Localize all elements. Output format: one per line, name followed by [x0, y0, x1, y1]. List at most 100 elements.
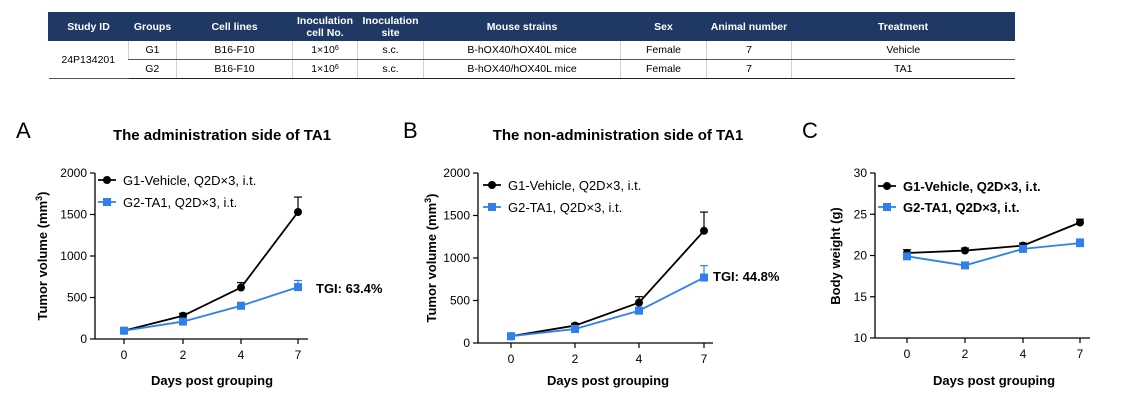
legend-label: G2-TA1, Q2D×3, i.t.	[123, 195, 237, 210]
y-tick-label: 2000	[443, 166, 470, 180]
table-header-row: Study ID Groups Cell lines Inoculation c…	[48, 12, 1015, 41]
y-tick-label: 1000	[60, 249, 87, 263]
data-point	[961, 246, 969, 255]
header-inoculation-site: Inoculation site	[357, 12, 424, 41]
legend-label: G1-Vehicle, Q2D×3, i.t.	[123, 173, 256, 188]
legend-marker	[883, 182, 891, 190]
sex-cell: Female	[620, 59, 707, 79]
data-point	[903, 252, 911, 261]
y-tick-label: 1500	[443, 209, 470, 223]
animal-number-cell: 7	[706, 59, 792, 79]
group-cell: G1	[128, 40, 177, 60]
y-tick-label: 15	[854, 290, 868, 304]
table-row: G2 B16-F10 1×106 s.c. B-hOX40/hOX40L mic…	[49, 59, 1015, 79]
y-tick-label: 10	[854, 331, 868, 345]
sex-cell: Female	[620, 40, 707, 60]
header-mouse-strains: Mouse strains	[423, 12, 621, 41]
group-cell: G2	[128, 59, 177, 79]
y-tick-label: 500	[450, 294, 470, 308]
y-tick-label: 0	[463, 336, 470, 350]
series-line-2	[906, 242, 1081, 267]
tgi-annotation: TGI: 63.4%	[316, 281, 383, 296]
study-id-cell: 24P134201	[48, 40, 129, 79]
y-axis-label: Tumor volume (mm3)	[423, 193, 439, 322]
legend-label: G2-TA1, Q2D×3, i.t.	[508, 200, 622, 215]
x-tick-label: 0	[904, 347, 911, 361]
data-point	[1076, 239, 1084, 248]
data-point	[1019, 244, 1027, 253]
data-point	[120, 326, 128, 335]
x-tick-label: 2	[962, 347, 969, 361]
x-tick-label: 0	[121, 348, 128, 362]
tgi-annotation: TGI: 44.8%	[713, 269, 780, 284]
header-sex: Sex	[620, 12, 707, 41]
header-cell-lines: Cell lines	[176, 12, 293, 41]
data-point	[635, 298, 643, 307]
data-point	[179, 317, 187, 326]
table-row: 24P134201 G1 B16-F10 1×106 s.c. B-hOX40/…	[48, 40, 1015, 79]
panel-letter: B	[403, 118, 418, 143]
chart-title: The administration side of TA1	[113, 127, 331, 144]
y-tick-label: 0	[80, 332, 87, 346]
cell-no-cell: 1×106	[292, 40, 358, 60]
strain-cell: B-hOX40/hOX40L mice	[423, 59, 621, 79]
panel-letter: A	[16, 118, 31, 143]
y-tick-label: 500	[67, 291, 87, 305]
data-point	[507, 332, 515, 341]
data-point	[700, 226, 708, 235]
y-tick-label: 1000	[443, 251, 470, 265]
header-animal-number: Animal number	[706, 12, 792, 41]
x-tick-label: 7	[701, 352, 708, 366]
x-tick-label: 0	[508, 352, 515, 366]
x-tick-label: 2	[572, 352, 579, 366]
y-tick-label: 25	[854, 207, 868, 221]
legend-marker	[488, 181, 496, 189]
study-design-table: Study ID Groups Cell lines Inoculation c…	[48, 12, 1015, 79]
panel-letter: C	[802, 118, 818, 143]
chart-panel-a: A The administration side of TA1 0 500 1000 1…	[16, 118, 383, 388]
cell-no-cell: 1×106	[292, 59, 358, 79]
series-line-1	[510, 230, 705, 338]
cell-line-cell: B16-F10	[176, 40, 293, 60]
x-axis-label: Days post grouping	[151, 373, 273, 388]
y-tick-label: 1500	[60, 208, 87, 222]
site-cell: s.c.	[357, 40, 424, 60]
x-axis-label: Days post grouping	[933, 373, 1055, 388]
data-point	[961, 261, 969, 270]
series-line-2	[123, 286, 299, 332]
header-study-id: Study ID	[48, 12, 129, 41]
y-tick-label: 20	[854, 249, 868, 263]
data-point	[294, 283, 302, 292]
legend-marker	[883, 203, 891, 211]
chart-panel-b: B The non-administration side of TA1 0 500 1…	[403, 118, 780, 388]
legend-marker	[488, 203, 496, 211]
header-treatment: Treatment	[791, 12, 1015, 41]
legend-label: G2-TA1, Q2D×3, i.t.	[903, 200, 1019, 215]
data-point	[294, 208, 302, 217]
x-tick-label: 4	[1020, 347, 1027, 361]
legend-marker	[103, 176, 111, 184]
data-point	[237, 283, 245, 292]
x-axis-label: Days post grouping	[547, 373, 669, 388]
legend-label: G1-Vehicle, Q2D×3, i.t.	[903, 179, 1041, 194]
x-tick-label: 4	[636, 352, 643, 366]
y-axis-label: Body weight (g)	[828, 207, 843, 305]
strain-cell: B-hOX40/hOX40L mice	[423, 40, 621, 60]
treatment-cell: TA1	[791, 59, 1015, 79]
y-tick-label: 30	[854, 166, 868, 180]
x-tick-label: 7	[295, 348, 302, 362]
x-tick-label: 7	[1077, 347, 1084, 361]
y-axis-label: Tumor volume (mm3)	[34, 191, 50, 320]
legend-marker	[103, 198, 111, 206]
y-tick-label: 2000	[60, 166, 87, 180]
series-line-2	[510, 276, 705, 338]
cell-line-cell: B16-F10	[176, 59, 293, 79]
x-tick-label: 4	[238, 348, 245, 362]
data-point	[700, 273, 708, 282]
animal-number-cell: 7	[706, 40, 792, 60]
chart-panel-c: C 10 15 20 25 30 0 2 4 7 Days post grouping Body we…	[802, 118, 1090, 388]
data-point	[635, 306, 643, 315]
legend-label: G1-Vehicle, Q2D×3, i.t.	[508, 178, 641, 193]
data-point	[1076, 218, 1084, 227]
